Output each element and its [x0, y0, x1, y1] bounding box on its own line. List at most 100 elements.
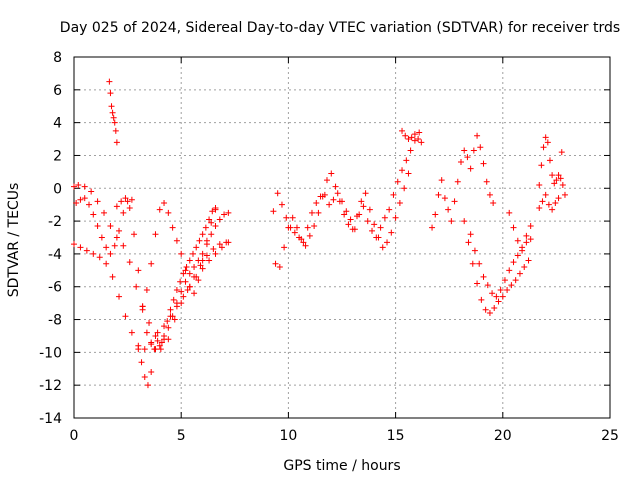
x-tick-label: 25 [601, 428, 619, 444]
series-s10 [399, 127, 425, 146]
data-point [157, 346, 164, 353]
data-point [510, 224, 517, 231]
data-point [141, 373, 148, 380]
data-point [203, 237, 210, 244]
y-tick-label: -14 [39, 411, 62, 427]
y-tick-label: 4 [53, 116, 62, 132]
x-tick-label: 10 [279, 428, 297, 444]
data-point [384, 239, 391, 246]
data-point [402, 132, 409, 139]
data-point [98, 234, 105, 241]
data-point [536, 181, 543, 188]
data-point [549, 206, 556, 213]
data-point [399, 127, 406, 134]
data-point [495, 298, 502, 305]
data-point [347, 216, 354, 223]
data-point [221, 211, 228, 218]
data-point [94, 198, 101, 205]
data-point [103, 260, 110, 267]
data-point [158, 339, 165, 346]
series-s3 [73, 195, 135, 257]
data-point [195, 277, 202, 284]
data-point [186, 270, 193, 277]
data-point [128, 329, 135, 336]
data-point [521, 264, 528, 271]
data-point [199, 231, 206, 238]
y-tick-label: -12 [39, 378, 62, 394]
data-point [197, 262, 204, 269]
data-point [120, 209, 127, 216]
data-point [206, 216, 213, 223]
data-point [538, 162, 545, 169]
data-point [171, 316, 178, 323]
data-point [551, 180, 558, 187]
data-point [561, 191, 568, 198]
data-point [418, 139, 425, 146]
x-tick-label: 20 [494, 428, 512, 444]
data-point [403, 157, 410, 164]
data-point [510, 259, 517, 266]
data-point [483, 178, 490, 185]
data-point [88, 188, 95, 195]
data-point [122, 313, 129, 320]
data-point [523, 239, 530, 246]
data-point [143, 287, 150, 294]
y-tick-label: 6 [53, 83, 62, 99]
series-s13 [467, 223, 534, 300]
data-point [191, 290, 198, 297]
data-point [471, 247, 478, 254]
data-point [152, 332, 159, 339]
data-point [90, 250, 97, 257]
data-point [512, 277, 519, 284]
data-point [341, 211, 348, 218]
data-point [73, 200, 80, 207]
data-point [77, 196, 84, 203]
data-point [461, 218, 468, 225]
y-tick-label: 8 [53, 50, 62, 66]
data-point [120, 242, 127, 249]
data-point [141, 346, 148, 353]
data-point [151, 346, 158, 353]
data-point [388, 229, 395, 236]
data-point [274, 190, 281, 197]
data-point [113, 203, 120, 210]
data-point [474, 132, 481, 139]
data-point [315, 209, 322, 216]
data-point [557, 175, 564, 182]
data-point [302, 242, 309, 249]
data-point [180, 293, 187, 300]
data-point [156, 342, 163, 349]
data-point [154, 337, 161, 344]
data-point [94, 223, 101, 230]
y-tick-label: -8 [48, 313, 62, 329]
series-s16 [536, 149, 565, 213]
data-point [144, 382, 151, 389]
data-point [405, 170, 412, 177]
data-point [283, 214, 290, 221]
data-point [539, 198, 546, 205]
data-point [184, 287, 191, 294]
data-point [396, 200, 403, 207]
y-tick-label: -4 [48, 247, 62, 263]
data-point [148, 369, 155, 376]
data-point [81, 195, 88, 202]
data-point [113, 139, 120, 146]
data-point [165, 324, 172, 331]
y-tick-label: 0 [53, 181, 62, 197]
data-point [189, 250, 196, 257]
data-point [146, 319, 153, 326]
data-point [313, 200, 320, 207]
data-point [90, 211, 97, 218]
data-point [182, 278, 189, 285]
data-point [177, 278, 184, 285]
data-point [323, 177, 330, 184]
data-point [375, 234, 382, 241]
series-s7 [139, 200, 219, 313]
data-point [486, 309, 493, 316]
x-tick-label: 0 [70, 428, 79, 444]
x-tick-label: 15 [387, 428, 405, 444]
data-point [491, 305, 498, 312]
data-point [298, 236, 305, 243]
x-axis-label: GPS time / hours [283, 458, 400, 474]
data-point [199, 250, 206, 257]
